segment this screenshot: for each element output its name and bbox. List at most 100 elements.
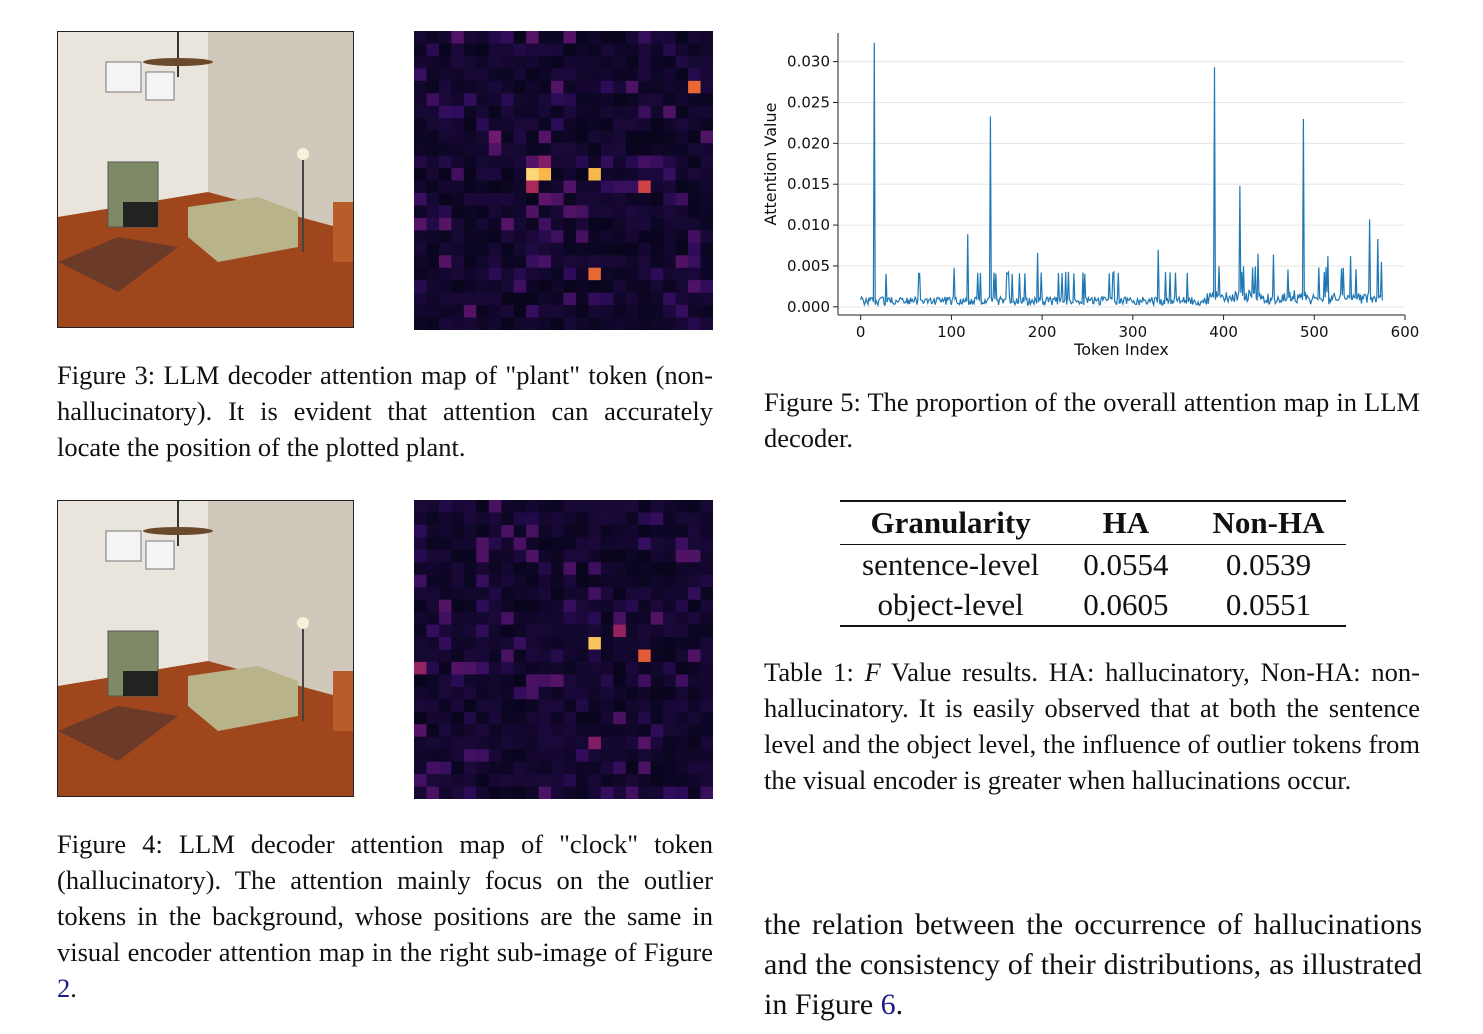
- heatmap-cell: [463, 280, 477, 294]
- heatmap-cell: [650, 661, 664, 675]
- heatmap-cell: [538, 674, 552, 688]
- heatmap-cell: [463, 749, 477, 763]
- heatmap-cell: [588, 661, 602, 675]
- heatmap-cell: [438, 93, 452, 107]
- heatmap-cell: [426, 242, 440, 256]
- heatmap-cell: [438, 55, 452, 69]
- heatmap-cell: [588, 512, 602, 526]
- heatmap-cell: [663, 292, 677, 306]
- heatmap-cell: [613, 255, 627, 269]
- heatmap-cell: [600, 774, 614, 788]
- heatmap-cell: [588, 624, 602, 638]
- heatmap-cell: [663, 267, 677, 281]
- heatmap-cell: [600, 661, 614, 675]
- heatmap-cell: [414, 317, 427, 330]
- heatmap-cell: [414, 599, 427, 613]
- heatmap-cell: [463, 105, 477, 119]
- heatmap-cell: [575, 68, 589, 82]
- heatmap-cell: [688, 242, 702, 256]
- heatmap-cell: [588, 686, 602, 700]
- heatmap-cell: [513, 786, 527, 799]
- heatmap-cell: [688, 155, 702, 169]
- heatmap-cell: [463, 774, 477, 788]
- heatmap-cell: [625, 774, 639, 788]
- x-tick-label: 100: [937, 323, 966, 341]
- heatmap-cell: [600, 168, 614, 181]
- heatmap-cell: [700, 500, 713, 513]
- heatmap-cell: [625, 724, 639, 738]
- heatmap-cell: [663, 305, 677, 319]
- header-granularity: Granularity: [840, 500, 1062, 545]
- heatmap-cell: [688, 637, 702, 650]
- heatmap-cell: [638, 749, 652, 763]
- heatmap-cell: [575, 711, 589, 725]
- heatmap-cell: [638, 711, 652, 725]
- heatmap-cell: [613, 774, 627, 788]
- heatmap-cell: [538, 736, 552, 750]
- table-1-caption: Table 1: F Value results. HA: hallucinat…: [764, 654, 1420, 798]
- heatmap-cell: [613, 549, 627, 563]
- heatmap-cell: [688, 180, 702, 194]
- heatmap-cell: [476, 217, 490, 231]
- heatmap-cell: [451, 661, 465, 675]
- figure-6-link[interactable]: 6: [880, 988, 896, 1021]
- heatmap-cell: [451, 686, 465, 700]
- heatmap-cell: [700, 774, 713, 788]
- heatmap-cell: [563, 105, 577, 119]
- heatmap-cell: [663, 612, 677, 626]
- heatmap-cell: [688, 574, 702, 588]
- heatmap-cell: [625, 574, 639, 588]
- heatmap-cell: [438, 31, 452, 44]
- heatmap-cell: [451, 118, 465, 132]
- heatmap-cell: [501, 512, 515, 526]
- heatmap-cell: [476, 180, 490, 194]
- heatmap-cell: [538, 168, 552, 181]
- heatmap-cell: [501, 55, 515, 69]
- heatmap-cell: [588, 574, 602, 588]
- heatmap-cell: [501, 774, 515, 788]
- heatmap-cell: [501, 549, 515, 563]
- heatmap-cell: [700, 761, 713, 775]
- heatmap-cell: [613, 230, 627, 244]
- figure-2-link[interactable]: 2: [57, 973, 71, 1003]
- heatmap-cell: [625, 43, 639, 57]
- heatmap-cell: [501, 93, 515, 107]
- attention-heatmap-fig3: [414, 31, 713, 330]
- heatmap-cell: [613, 317, 627, 330]
- heatmap-cell: [613, 93, 627, 107]
- heatmap-cell: [563, 786, 577, 799]
- heatmap-cell: [613, 192, 627, 206]
- heatmap-cell: [551, 587, 564, 601]
- heatmap-cell: [513, 267, 527, 281]
- heatmap-cell: [625, 537, 639, 551]
- heatmap-cell: [513, 749, 527, 763]
- heatmap-cell: [414, 761, 427, 775]
- heatmap-cell: [488, 68, 502, 82]
- heatmap-cell: [613, 761, 627, 775]
- heatmap-cell: [575, 599, 589, 613]
- heatmap-cell: [688, 537, 702, 551]
- heatmap-cell: [426, 699, 440, 713]
- heatmap-cell: [488, 118, 502, 132]
- heatmap-cell: [438, 130, 452, 144]
- heatmap-cell: [638, 242, 652, 256]
- heatmap-cell: [538, 537, 552, 551]
- heatmap-cell: [675, 130, 689, 144]
- heatmap-cell: [538, 155, 552, 169]
- heatmap-cell: [675, 317, 689, 330]
- heatmap-cell: [513, 612, 527, 626]
- heatmap-cell: [438, 699, 452, 713]
- heatmap-cell: [426, 217, 440, 231]
- heatmap-cell: [538, 55, 552, 69]
- heatmap-cell: [488, 292, 502, 306]
- heatmap-cell: [700, 649, 713, 663]
- heatmap-cell: [575, 305, 589, 319]
- heatmap-cell: [463, 537, 477, 551]
- heatmap-cell: [426, 649, 440, 663]
- heatmap-cell: [463, 562, 477, 576]
- heatmap-cell: [414, 587, 427, 601]
- heatmap-cell: [688, 205, 702, 219]
- heatmap-cell: [501, 500, 515, 513]
- heatmap-cell: [538, 786, 552, 799]
- heatmap-cell: [463, 155, 477, 169]
